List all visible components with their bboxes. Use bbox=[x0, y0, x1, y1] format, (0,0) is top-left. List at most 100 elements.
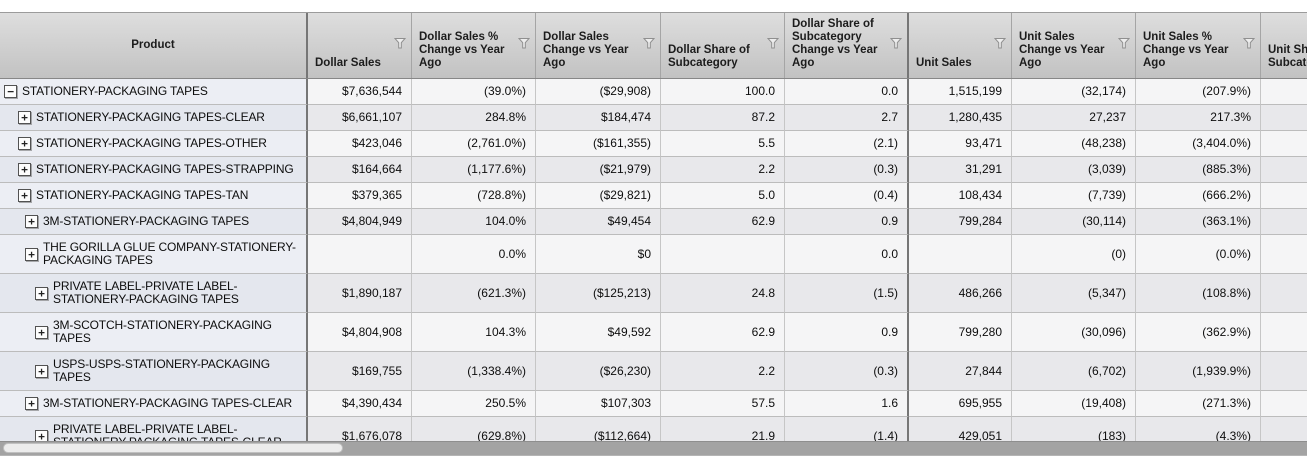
grid-row: + STATIONERY-PACKAGING TAPES-TAN $379,365(… bbox=[0, 183, 1307, 209]
filter-icon[interactable] bbox=[890, 38, 902, 49]
column-header-label: Unit Share of Subcategory bbox=[1268, 44, 1307, 69]
column-header-dollar-share-of-subcategory[interactable]: Dollar Share of Subcategory bbox=[661, 13, 785, 78]
value-cell: (2.1) bbox=[785, 131, 909, 157]
value-cell: (4.3%) bbox=[1136, 417, 1261, 442]
value-cell: ($112,664) bbox=[536, 417, 661, 442]
value-cell: (6,702) bbox=[1012, 352, 1136, 391]
filter-icon[interactable] bbox=[994, 38, 1006, 49]
expand-icon[interactable]: + bbox=[18, 163, 31, 176]
value-cell bbox=[308, 235, 412, 274]
filter-icon[interactable] bbox=[643, 38, 655, 49]
value-cell: 108,434 bbox=[909, 183, 1012, 209]
column-header-unit-sales-pct-change[interactable]: Unit Sales % Change vs Year Ago bbox=[1136, 13, 1261, 78]
value-cell: (0.4) bbox=[785, 183, 909, 209]
column-header-unit-sales-change[interactable]: Unit Sales Change vs Year Ago bbox=[1012, 13, 1136, 78]
value-cell: ($21,979) bbox=[536, 157, 661, 183]
value-cell: ($29,908) bbox=[536, 79, 661, 105]
value-cell: (7,739) bbox=[1012, 183, 1136, 209]
value-cell bbox=[1261, 157, 1307, 183]
value-cell: $4,804,908 bbox=[308, 313, 412, 352]
horizontal-scrollbar[interactable] bbox=[0, 441, 1307, 456]
expand-icon[interactable]: + bbox=[18, 137, 31, 150]
value-cell bbox=[1261, 417, 1307, 442]
expand-icon[interactable]: + bbox=[25, 215, 38, 228]
value-cell: (39.0%) bbox=[412, 79, 536, 105]
grid-row: + STATIONERY-PACKAGING TAPES-OTHER $423,04… bbox=[0, 131, 1307, 157]
value-cell: 0.0% bbox=[412, 235, 536, 274]
product-cell: + STATIONERY-PACKAGING TAPES-CLEAR bbox=[0, 105, 308, 131]
grid-row: + PRIVATE LABEL-PRIVATE LABEL-STATIONERY-… bbox=[0, 274, 1307, 313]
column-header-unit-share-of-subcategory[interactable]: Unit Share of Subcategory bbox=[1261, 13, 1307, 78]
column-header-unit-sales[interactable]: Unit Sales bbox=[909, 13, 1012, 78]
filter-icon[interactable] bbox=[1243, 38, 1255, 49]
product-label: PRIVATE LABEL-PRIVATE LABEL-STATIONERY-P… bbox=[53, 422, 282, 443]
value-cell bbox=[1261, 274, 1307, 313]
value-cell: 695,955 bbox=[909, 391, 1012, 417]
expand-icon[interactable]: + bbox=[25, 247, 38, 261]
filter-icon[interactable] bbox=[767, 38, 779, 49]
value-cell: $0 bbox=[536, 235, 661, 274]
header-row: Product Dollar Sales Dollar Sales % Change… bbox=[0, 13, 1307, 79]
value-cell: (1,338.4%) bbox=[412, 352, 536, 391]
value-cell: 5.5 bbox=[661, 131, 785, 157]
product-label: 3M-STATIONERY-PACKAGING TAPES-CLEAR bbox=[43, 396, 293, 410]
product-label: 3M-SCOTCH-STATIONERY-PACKAGING TAPES bbox=[53, 318, 272, 345]
value-cell: (207.9%) bbox=[1136, 79, 1261, 105]
product-cell: + THE GORILLA GLUE COMPANY-STATIONERY-PAC… bbox=[0, 235, 308, 274]
expand-icon[interactable]: + bbox=[35, 364, 48, 378]
value-cell bbox=[1261, 391, 1307, 417]
value-cell: $1,890,187 bbox=[308, 274, 412, 313]
product-cell: − STATIONERY-PACKAGING TAPES bbox=[0, 79, 308, 105]
value-cell: (362.9%) bbox=[1136, 313, 1261, 352]
grid-row: + THE GORILLA GLUE COMPANY-STATIONERY-PAC… bbox=[0, 235, 1307, 274]
column-header-product[interactable]: Product bbox=[0, 13, 308, 78]
value-cell: 57.5 bbox=[661, 391, 785, 417]
expand-icon[interactable]: + bbox=[18, 189, 31, 202]
filter-icon[interactable] bbox=[394, 38, 406, 49]
value-cell: 486,266 bbox=[909, 274, 1012, 313]
column-header-dollar-sales[interactable]: Dollar Sales bbox=[308, 13, 412, 78]
expand-icon[interactable]: + bbox=[25, 397, 38, 410]
value-cell: 93,471 bbox=[909, 131, 1012, 157]
value-cell bbox=[1261, 209, 1307, 235]
value-cell: $7,636,544 bbox=[308, 79, 412, 105]
product-cell: + PRIVATE LABEL-PRIVATE LABEL-STATIONERY-… bbox=[0, 417, 308, 442]
column-header-dollar-sales-pct-change[interactable]: Dollar Sales % Change vs Year Ago bbox=[412, 13, 536, 78]
product-cell: + PRIVATE LABEL-PRIVATE LABEL-STATIONERY-… bbox=[0, 274, 308, 313]
value-cell: $6,661,107 bbox=[308, 105, 412, 131]
value-cell: 104.3% bbox=[412, 313, 536, 352]
value-cell: $423,046 bbox=[308, 131, 412, 157]
filter-icon[interactable] bbox=[1118, 38, 1130, 49]
value-cell: (30,096) bbox=[1012, 313, 1136, 352]
value-cell: 27,237 bbox=[1012, 105, 1136, 131]
column-header-label: Product bbox=[131, 39, 175, 51]
column-header-dollar-share-of-subcategory-change[interactable]: Dollar Share of Subcategory Change vs Ye… bbox=[785, 13, 909, 78]
value-cell: $1,676,078 bbox=[308, 417, 412, 442]
filter-icon[interactable] bbox=[518, 38, 530, 49]
product-label: THE GORILLA GLUE COMPANY-STATIONERY-PACK… bbox=[43, 240, 296, 267]
scrollbar-thumb[interactable] bbox=[3, 443, 343, 453]
expand-icon[interactable]: + bbox=[35, 325, 48, 339]
collapse-icon[interactable]: − bbox=[4, 85, 17, 98]
value-cell: (2,761.0%) bbox=[412, 131, 536, 157]
grid-body: − STATIONERY-PACKAGING TAPES $7,636,544 (39… bbox=[0, 79, 1307, 442]
product-cell: + STATIONERY-PACKAGING TAPES-STRAPPING bbox=[0, 157, 308, 183]
value-cell: $49,592 bbox=[536, 313, 661, 352]
value-cell: $164,664 bbox=[308, 157, 412, 183]
column-header-label: Dollar Sales % Change vs Year Ago bbox=[419, 31, 505, 69]
expand-icon[interactable]: + bbox=[18, 111, 31, 124]
value-cell: $4,804,949 bbox=[308, 209, 412, 235]
column-header-dollar-sales-change[interactable]: Dollar Sales Change vs Year Ago bbox=[536, 13, 661, 78]
column-header-label: Unit Sales bbox=[916, 57, 972, 69]
value-cell: 1,515,199 bbox=[909, 79, 1012, 105]
expand-icon[interactable]: + bbox=[35, 286, 48, 300]
value-cell: (32,174) bbox=[1012, 79, 1136, 105]
value-cell bbox=[909, 235, 1012, 274]
value-cell: 250.5% bbox=[412, 391, 536, 417]
pivot-grid: Product Dollar Sales Dollar Sales % Change… bbox=[0, 12, 1307, 442]
column-header-label: Dollar Sales Change vs Year Ago bbox=[543, 31, 629, 69]
grid-row: + USPS-USPS-STATIONERY-PACKAGING TAPES $16… bbox=[0, 352, 1307, 391]
value-cell: (3,404.0%) bbox=[1136, 131, 1261, 157]
grid-row: +3M-STATIONERY-PACKAGING TAPES $4,804,949… bbox=[0, 209, 1307, 235]
value-cell bbox=[1261, 131, 1307, 157]
